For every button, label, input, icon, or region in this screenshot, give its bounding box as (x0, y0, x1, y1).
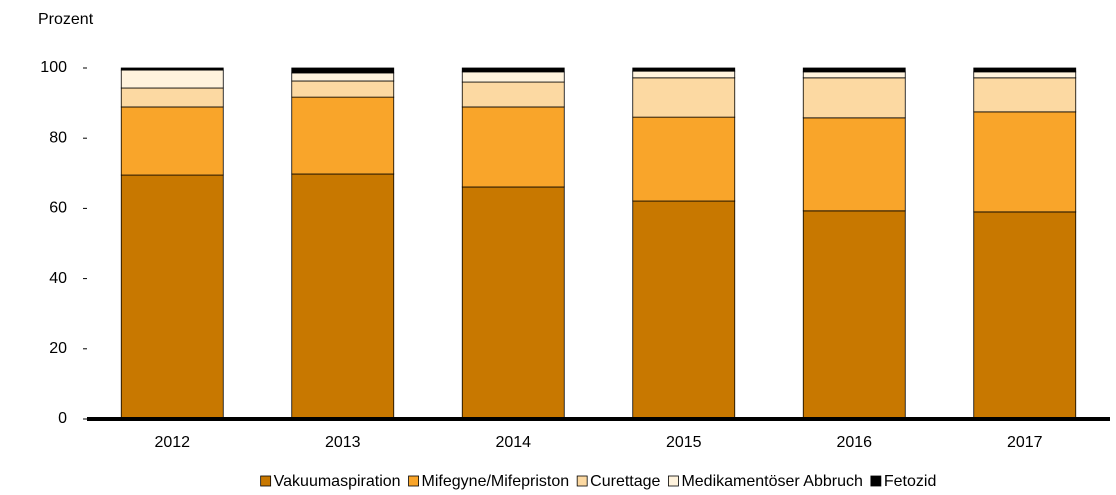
x-tick-label: 2012 (154, 434, 190, 451)
bar-segment (973, 111, 1077, 213)
legend-swatch (408, 475, 419, 487)
y-tick-label: 0 (58, 410, 67, 427)
legend-swatch (260, 475, 272, 487)
bar-segment (461, 106, 565, 188)
x-tick-label: 2014 (495, 434, 531, 451)
bar-segment (632, 67, 736, 72)
y-tick-label: 20 (49, 340, 67, 357)
bar-segment (802, 117, 906, 212)
y-tick-label: 40 (49, 270, 67, 287)
bar-segment (461, 71, 565, 83)
bar-segment (632, 200, 736, 420)
bar-segment (291, 67, 395, 74)
bar-segment (120, 67, 224, 71)
bar-segment (461, 67, 565, 73)
y-tick-label: 100 (40, 59, 67, 76)
y-axis-label: Prozent (38, 11, 94, 28)
bar-segment (973, 71, 1077, 79)
bar-segment (632, 77, 736, 118)
legend-swatch (576, 475, 588, 487)
legend-label: Fetozid (884, 473, 936, 490)
x-tick-label: 2013 (325, 434, 361, 451)
legend-label: Curettage (590, 473, 660, 490)
legend-label: Mifegyne/Mifepriston (422, 473, 570, 490)
bar-segment (973, 67, 1077, 73)
x-tick-label: 2017 (1007, 434, 1043, 451)
bar-segment (632, 116, 736, 202)
y-tick-label: 80 (49, 129, 67, 146)
x-tick-label: 2015 (666, 434, 702, 451)
bar-segment (291, 80, 395, 98)
y-tick-label: 60 (49, 200, 67, 217)
bar-segment (120, 69, 224, 89)
bar-segment (291, 173, 395, 420)
bar-segment (120, 174, 224, 420)
bar-segment (802, 67, 906, 73)
bar-segment (973, 211, 1077, 420)
legend-label: Medikamentöser Abbruch (681, 473, 862, 490)
bar-segment (461, 81, 565, 108)
bar-segment (291, 72, 395, 82)
legend-swatch (668, 475, 679, 487)
bar-segment (461, 186, 565, 420)
bar-segment (802, 71, 906, 79)
bar-segment (632, 70, 736, 79)
bar-segment (802, 77, 906, 119)
legend-swatch (870, 475, 882, 487)
legend-label: Vakuumaspiration (274, 473, 401, 490)
bar-segment (291, 96, 395, 175)
bar-segment (120, 106, 224, 176)
x-tick-label: 2016 (836, 434, 872, 451)
bar-segment (973, 77, 1077, 113)
bar-segment (802, 210, 906, 420)
bar-segment (120, 87, 224, 108)
